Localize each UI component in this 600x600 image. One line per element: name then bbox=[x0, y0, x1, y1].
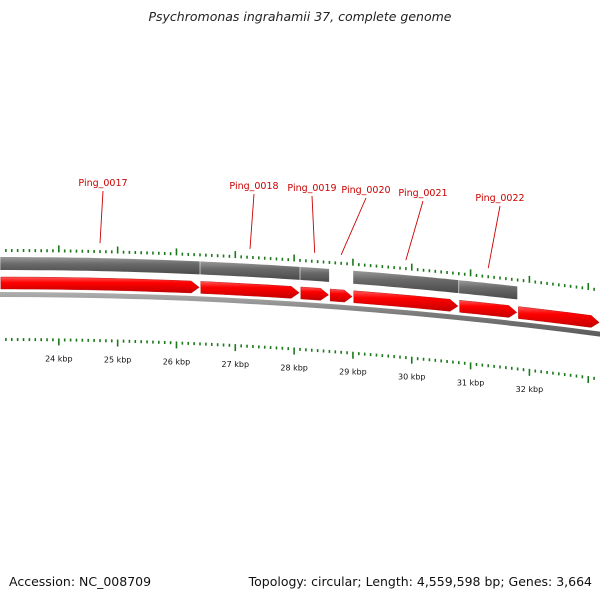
axis-tick-label: 26 kbp bbox=[163, 357, 191, 366]
axis-tick-label: 32 kbp bbox=[516, 385, 544, 394]
axis-tick-label: 28 kbp bbox=[280, 364, 308, 373]
gene-label-leader bbox=[249, 193, 255, 249]
forward-gene-arrow bbox=[200, 281, 300, 299]
gene-label: Ping_0021 bbox=[398, 188, 447, 199]
forward-gene-arrow bbox=[353, 290, 459, 312]
genome-summary-text: Topology: circular; Length: 4,559,598 bp… bbox=[248, 574, 592, 589]
forward-gene-arrow bbox=[300, 286, 329, 301]
gene-label-leader bbox=[99, 190, 104, 244]
gene-label-leader bbox=[311, 195, 316, 253]
map-title: Psychromonas ingrahamii 37, complete gen… bbox=[148, 9, 452, 24]
tick-layer: 24 kbp 25 kbp 26 kbp 27 kbp 28 kbp 29 kbp 30 k… bbox=[5, 245, 595, 394]
forward-gene-arrow bbox=[518, 306, 600, 328]
forward-gene-arrow bbox=[330, 288, 353, 303]
axis-tick-label: 27 kbp bbox=[222, 360, 250, 369]
forward-gene-arrow bbox=[0, 276, 200, 294]
reverse-strand-block bbox=[353, 270, 459, 294]
gene-label: Ping_0019 bbox=[287, 183, 336, 194]
backbone-line bbox=[0, 292, 600, 337]
reverse-strand-block bbox=[0, 257, 200, 275]
gene-label-leader bbox=[405, 200, 424, 261]
gene-label: Ping_0022 bbox=[475, 193, 524, 204]
axis-tick-label: 31 kbp bbox=[457, 378, 485, 387]
accession-text: Accession: NC_008709 bbox=[9, 574, 152, 589]
gene-label: Ping_0020 bbox=[341, 185, 390, 196]
axis-tick-label: 30 kbp bbox=[398, 373, 426, 382]
gene-label-leader bbox=[340, 197, 367, 255]
axis-tick-label: 29 kbp bbox=[339, 368, 367, 377]
reverse-strand-block bbox=[300, 266, 330, 282]
axis-tick-label: 24 kbp bbox=[45, 354, 73, 363]
forward-gene-arrow bbox=[459, 299, 518, 318]
gene-label-leader bbox=[487, 205, 501, 269]
gene-label-layer: Ping_0017 Ping_0018 Ping_0019 Ping_0020 Ping… bbox=[78, 178, 525, 269]
axis-tick-label: 25 kbp bbox=[104, 356, 132, 365]
forward-strand-layer bbox=[0, 276, 600, 328]
gene-label: Ping_0017 bbox=[78, 178, 127, 189]
backbone-layer bbox=[0, 292, 600, 337]
gene-label: Ping_0018 bbox=[229, 181, 278, 192]
reverse-strand-block bbox=[200, 261, 300, 280]
reverse-strand-layer bbox=[0, 257, 518, 300]
reverse-strand-block bbox=[459, 280, 518, 300]
